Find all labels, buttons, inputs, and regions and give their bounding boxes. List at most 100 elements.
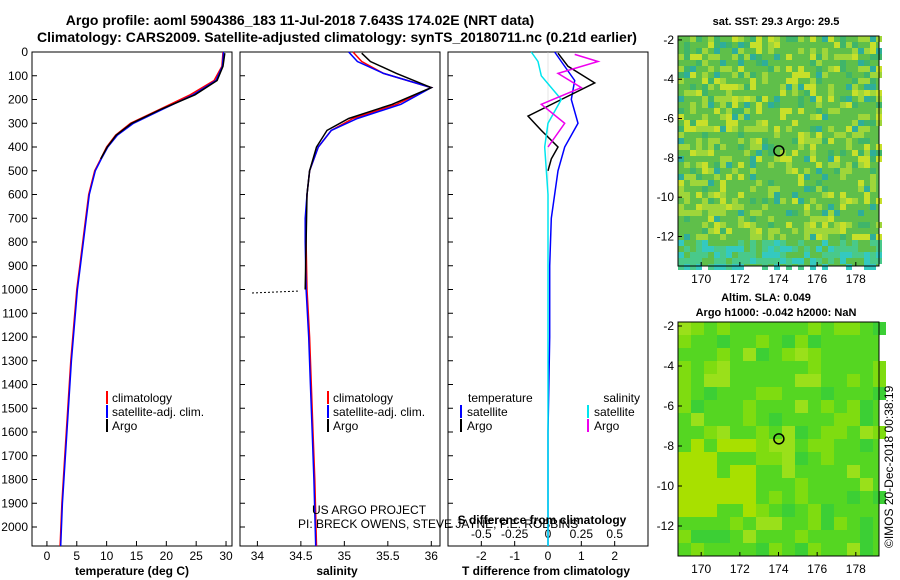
map-cell <box>702 78 708 84</box>
diff-legend-salinity-title: salinity <box>603 391 640 405</box>
map-cell <box>744 72 750 78</box>
map-cell <box>810 84 816 90</box>
map-cell <box>708 204 714 210</box>
map-cell <box>786 168 792 174</box>
map-cell <box>870 156 876 162</box>
map-cell <box>774 36 780 42</box>
map-cell <box>744 54 750 60</box>
map-cell <box>870 78 876 84</box>
map-cell <box>810 96 816 102</box>
map-cell <box>804 186 810 192</box>
map-cell <box>702 246 708 252</box>
map-cell <box>840 198 846 204</box>
map-cell <box>822 252 828 258</box>
map-cell <box>780 90 786 96</box>
map-cell <box>858 36 864 42</box>
map-cell <box>782 426 795 439</box>
map-cell <box>810 198 816 204</box>
map-cell <box>828 108 834 114</box>
map-cell <box>743 348 756 361</box>
series-line-t-satellite <box>547 51 579 546</box>
map-cell <box>684 162 690 168</box>
map-cell <box>847 374 860 387</box>
map-cell <box>684 54 690 60</box>
map-cell <box>720 264 726 270</box>
map-cell <box>762 96 768 102</box>
salinity-x-label: salinity <box>316 564 358 578</box>
x-tick-label: 20 <box>160 549 174 563</box>
map-cell <box>738 192 744 198</box>
map-cell <box>708 228 714 234</box>
map-cell <box>864 234 870 240</box>
map-cell <box>714 222 720 228</box>
map-cell <box>870 168 876 174</box>
map-cell <box>696 144 702 150</box>
map-cell <box>816 108 822 114</box>
map-cell <box>786 222 792 228</box>
top-x-tick-label: -0.5 <box>471 527 492 541</box>
map-cell <box>821 439 834 452</box>
series-line-satellite-adj-clim- <box>304 51 434 547</box>
map-cell <box>696 54 702 60</box>
map-cell <box>726 252 732 258</box>
map-cell <box>828 246 834 252</box>
map-cell <box>726 174 732 180</box>
map-cell <box>858 126 864 132</box>
map-cell <box>768 246 774 252</box>
map-cell <box>738 162 744 168</box>
map-cell <box>720 228 726 234</box>
x-tick-label: 10 <box>100 549 114 563</box>
diff-legend-t-argo-label: Argo <box>467 419 493 433</box>
map-cell <box>782 348 795 361</box>
map-cell <box>847 465 860 478</box>
map-cell <box>852 252 858 258</box>
map-cell <box>738 144 744 150</box>
map-cell <box>810 144 816 150</box>
map-cell <box>858 222 864 228</box>
map-x-tick-label: 178 <box>846 272 866 286</box>
map-cell <box>704 452 717 465</box>
map-cell <box>750 78 756 84</box>
map-cell <box>852 102 858 108</box>
map-cell <box>840 240 846 246</box>
map-cell <box>864 114 870 120</box>
map-cell <box>744 222 750 228</box>
map-cell <box>690 174 696 180</box>
map-cell <box>678 491 691 504</box>
map-cell <box>786 126 792 132</box>
map-cell <box>756 54 762 60</box>
map-y-tick-label: -6 <box>663 112 674 126</box>
map-cell <box>852 234 858 240</box>
map-cell <box>762 78 768 84</box>
map-cell <box>678 156 684 162</box>
map-cell <box>810 54 816 60</box>
map-cell <box>756 48 762 54</box>
map-cell <box>780 246 786 252</box>
project-line-2: PI: BRECK OWENS, STEVE JAYNE, P.E. ROBBI… <box>298 517 578 531</box>
map-cell <box>702 120 708 126</box>
map-cell <box>738 108 744 114</box>
map-cell <box>821 504 834 517</box>
map-cell <box>678 361 691 374</box>
map-cell <box>768 258 774 264</box>
map-cell <box>678 465 691 478</box>
map-cell <box>804 222 810 228</box>
map-cell <box>704 465 717 478</box>
map-cell <box>720 144 726 150</box>
map-cell <box>792 84 798 90</box>
map-cell <box>846 54 852 60</box>
map-cell <box>834 42 840 48</box>
map-cell <box>717 348 730 361</box>
map-cell <box>750 240 756 246</box>
map-y-tick-label: -8 <box>663 439 674 453</box>
map-cell <box>816 216 822 222</box>
depth-tick-label: 1000 <box>1 283 28 297</box>
map-cell <box>702 132 708 138</box>
map-cell <box>864 48 870 54</box>
map-cell <box>822 240 828 246</box>
map-cell <box>870 36 876 42</box>
map-cell <box>846 264 852 270</box>
map-cell <box>756 387 769 400</box>
map-cell <box>720 210 726 216</box>
map-cell <box>750 246 756 252</box>
